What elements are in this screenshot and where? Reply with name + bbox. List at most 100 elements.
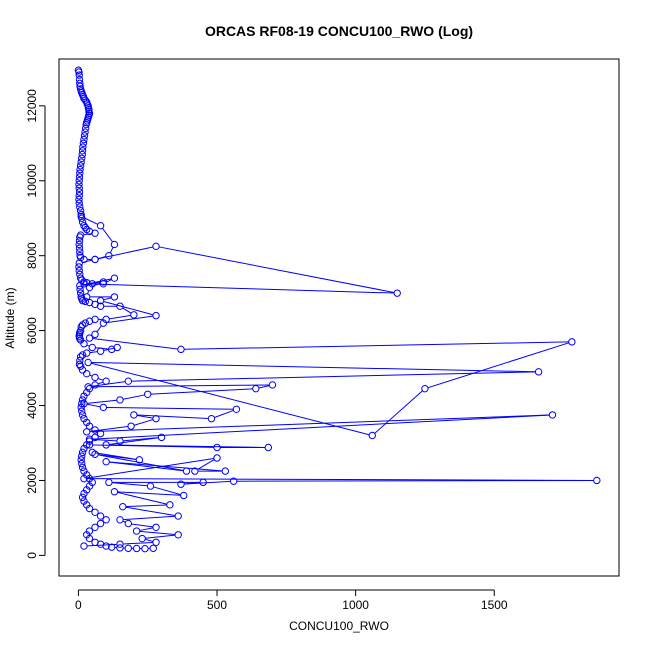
series-segment [87,290,90,294]
data-point [80,542,88,550]
data-point [144,390,152,399]
data-point [80,255,88,264]
data-point [138,534,146,543]
data-point [91,450,99,458]
data-point [174,531,182,539]
series-segment [86,403,101,408]
series-segment [134,419,154,426]
data-point [75,173,84,181]
data-point [76,165,84,174]
series-segment [106,406,234,410]
series-segment [145,538,154,542]
series-segment [102,227,113,243]
series-segment [150,388,253,395]
data-point [157,433,166,442]
series-segment [98,454,137,460]
data-point [80,280,88,288]
series-segment [214,409,234,418]
data-point [75,71,83,79]
data-point [96,222,105,230]
data-point [78,448,87,457]
data-point [166,501,174,509]
series-segment [105,279,112,283]
data-point [116,516,124,524]
data-point [76,79,84,88]
series-segment [109,247,114,254]
data-point [105,478,113,487]
series-segment [89,414,550,433]
data-point [91,508,99,517]
data-point [102,516,110,524]
data-point [252,384,260,393]
data-point [152,523,160,531]
data-point [421,384,429,393]
data-point [76,162,85,170]
data-point [78,296,87,305]
data-point [96,347,105,355]
series-segment [427,342,569,389]
data-point [127,422,135,430]
data-point [77,210,85,219]
data-point [84,358,92,367]
data-point [107,543,116,551]
series-segment [87,457,214,479]
data-point [393,289,401,297]
data-point [80,474,88,483]
data-point [76,169,84,177]
data-point [75,184,83,192]
data-point [79,139,88,147]
data-point [130,411,138,419]
data-point [76,362,85,370]
series-segment [83,217,98,225]
data-point [116,540,124,548]
data-point [75,236,84,245]
data-point [110,293,119,301]
data-point [177,480,185,488]
series-segment [139,527,153,531]
data-point [116,544,124,552]
data-point [268,381,277,389]
data-point [132,527,141,535]
series-segment [139,530,176,536]
data-point [124,544,133,552]
data-point [91,523,99,531]
series-segment [87,399,117,404]
series-segment [97,381,104,385]
data-point [76,207,85,215]
data-point [75,188,84,196]
y-tick-label: 12000 [25,89,39,123]
data-point [80,392,88,400]
y-tick-label: 8000 [25,242,39,269]
series-segment [87,283,395,294]
data-point [110,488,119,496]
data-point [78,399,86,408]
series-segment [89,426,128,432]
data-point [182,467,191,475]
series-segment [106,315,153,324]
series-segment [98,246,154,260]
series-segment [87,478,594,481]
data-point [180,491,188,500]
data-point [78,459,86,468]
data-point [264,443,273,452]
data-point [76,285,84,294]
x-tick-label: 1500 [481,598,508,612]
data-point [80,489,88,498]
data-point [368,431,376,440]
series-segment [103,297,112,301]
series-segment [145,534,176,539]
data-point [91,255,99,264]
series-segment [109,461,184,472]
data-point [177,345,185,354]
data-point [78,154,86,162]
data-point [99,278,108,286]
data-point [75,244,84,252]
data-point [77,158,85,166]
data-point [149,544,157,552]
data-point [213,443,221,452]
series-segment [92,444,214,448]
series-segment [159,246,395,294]
data-point [78,366,87,374]
data-point [76,281,84,290]
